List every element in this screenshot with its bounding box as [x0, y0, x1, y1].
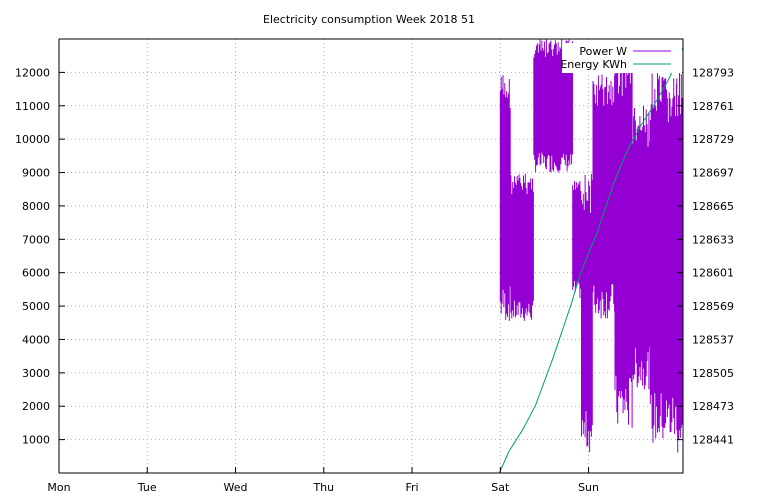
x-tick-label: Sat — [491, 481, 510, 494]
power-segment — [499, 75, 511, 321]
x-tick-label: Tue — [137, 481, 157, 494]
y-tick-label-left: 6000 — [22, 267, 50, 280]
y-tick-label-left: 8000 — [22, 200, 50, 213]
y-tick-label-right: 128473 — [692, 400, 734, 413]
y-tick-label-left: 2000 — [22, 400, 50, 413]
x-tick-label: Wed — [224, 481, 248, 494]
y-tick-label-right: 128633 — [692, 233, 734, 246]
plot-frame — [58, 38, 684, 474]
power-segment — [581, 174, 593, 453]
legend-label-power: Power W — [579, 45, 627, 58]
x-axis: Mon Tue Wed Thu Fri Sat Sun — [47, 467, 599, 494]
x-tick-label: Sun — [578, 481, 599, 494]
y-tick-label-left: 4000 — [22, 333, 50, 346]
energy-line — [498, 47, 684, 474]
power-segment — [592, 74, 616, 319]
y-tick-label-right: 128601 — [692, 267, 734, 280]
y-tick-label-right: 128697 — [692, 167, 734, 180]
legend: Power W Energy KWh — [560, 43, 682, 73]
y-tick-label-right: 128729 — [692, 133, 734, 146]
y-tick-label-right: 128505 — [692, 367, 734, 380]
y-tick-label-left: 3000 — [22, 367, 50, 380]
legend-label-energy: Energy KWh — [560, 58, 627, 71]
y-tick-label-left: 7000 — [22, 233, 50, 246]
power-segment — [572, 180, 582, 298]
x-tick-label: Fri — [405, 481, 418, 494]
y-tick-label-left: 5000 — [22, 300, 50, 313]
y-tick-label-right: 128441 — [692, 434, 734, 447]
x-tick-label: Thu — [312, 481, 334, 494]
power-segment — [614, 44, 633, 428]
legend-background — [562, 43, 682, 73]
chart-title: Electricity consumption Week 2018 51 — [263, 13, 475, 26]
x-tick-label: Mon — [47, 481, 70, 494]
y-tick-label-left: 9000 — [22, 167, 50, 180]
power-segment — [676, 72, 683, 453]
y-tick-label-left: 12000 — [15, 66, 50, 79]
y-axis-right: 128441 128473 128505 128537 128569 128601 1286… — [677, 66, 734, 447]
y-tick-label-left: 1000 — [22, 434, 50, 447]
y-tick-label-right: 128569 — [692, 300, 734, 313]
y-tick-label-right: 128665 — [692, 200, 734, 213]
y-axis-left: 1000 2000 3000 4000 5000 6000 7000 8000 9000 1000… — [15, 66, 65, 447]
power-segment — [533, 39, 573, 173]
series-power — [499, 39, 683, 453]
y-tick-label-right: 128793 — [692, 66, 734, 79]
series-energy — [498, 47, 684, 474]
y-tick-label-left: 11000 — [15, 100, 50, 113]
y-tick-label-left: 10000 — [15, 133, 50, 146]
power-segment — [510, 173, 534, 321]
power-segment — [649, 73, 677, 443]
power-segment — [632, 105, 651, 390]
y-tick-label-right: 128537 — [692, 333, 734, 346]
y-tick-label-right: 128761 — [692, 100, 734, 113]
